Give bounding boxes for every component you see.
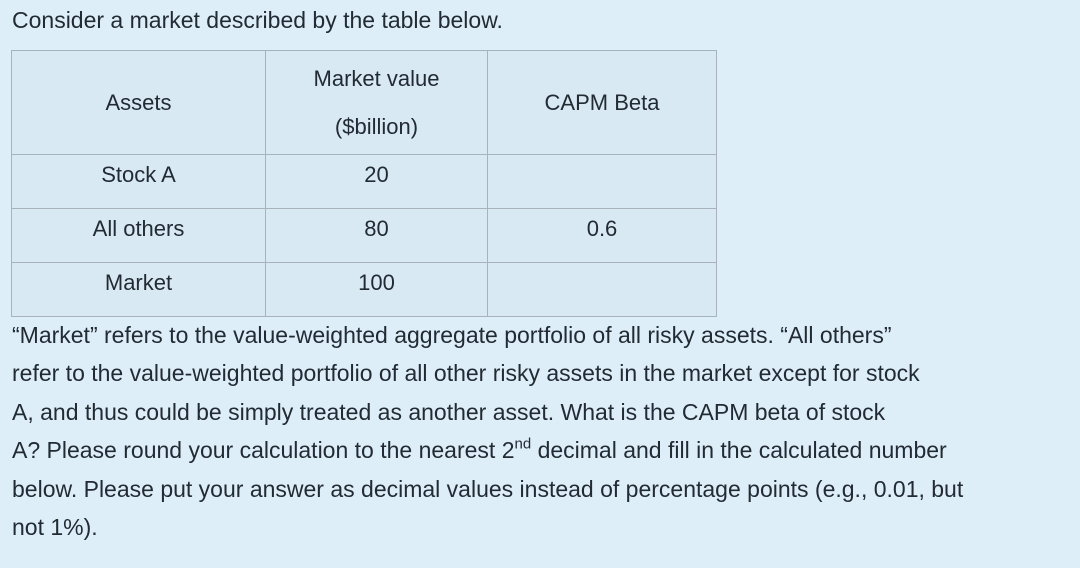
beta-value: 0.6	[586, 216, 618, 241]
market-value-cell: 100	[265, 262, 488, 317]
market-table: Assets Market value ($billion) CAPM Beta…	[11, 50, 717, 317]
paragraph-text: A? Please round your calculation to the …	[12, 437, 515, 464]
question-paragraph: “Market” refers to the value-weighted ag…	[12, 316, 1078, 546]
header-capm-beta: CAPM Beta	[487, 50, 717, 155]
asset-cell: Market	[11, 262, 266, 317]
asset-cell: All others	[11, 208, 266, 263]
table-row: All others 80 0.6	[11, 208, 717, 263]
asset-name: All others	[92, 216, 185, 241]
asset-cell: Stock A	[11, 154, 266, 209]
header-market-value: Market value ($billion)	[265, 50, 488, 155]
paragraph-line: “Market” refers to the value-weighted ag…	[12, 322, 892, 348]
ordinal-superscript: nd	[514, 435, 532, 453]
paragraph-line: A, and thus could be simply treated as a…	[12, 398, 886, 425]
market-value: 100	[358, 270, 395, 295]
table-row: Stock A 20	[11, 154, 717, 209]
market-value-cell: 20	[265, 154, 488, 209]
paragraph-text: decimal and fill in the calculated numbe…	[531, 437, 947, 464]
asset-name: Market	[104, 270, 173, 295]
header-market-value-line2: ($billion)	[334, 113, 419, 139]
market-value: 80	[364, 216, 389, 241]
header-assets: Assets	[11, 50, 266, 155]
paragraph-line: A? Please round your calculation to the …	[12, 431, 1078, 469]
beta-cell: 0.6	[487, 208, 717, 263]
market-value: 20	[364, 162, 389, 187]
question-intro: Consider a market described by the table…	[12, 7, 503, 33]
paragraph-line: below. Please put your answer as decimal…	[12, 475, 964, 502]
table-header-row: Assets Market value ($billion) CAPM Beta	[11, 50, 717, 155]
paragraph-line: not 1%).	[12, 514, 98, 541]
asset-name: Stock A	[101, 162, 176, 187]
market-value-cell: 80	[265, 208, 488, 263]
header-market-value-line1: Market value	[313, 65, 440, 91]
table-row: Market 100	[11, 262, 717, 317]
paragraph-line: refer to the value-weighted portfolio of…	[12, 360, 920, 387]
beta-cell	[487, 154, 717, 209]
beta-cell	[487, 262, 717, 317]
